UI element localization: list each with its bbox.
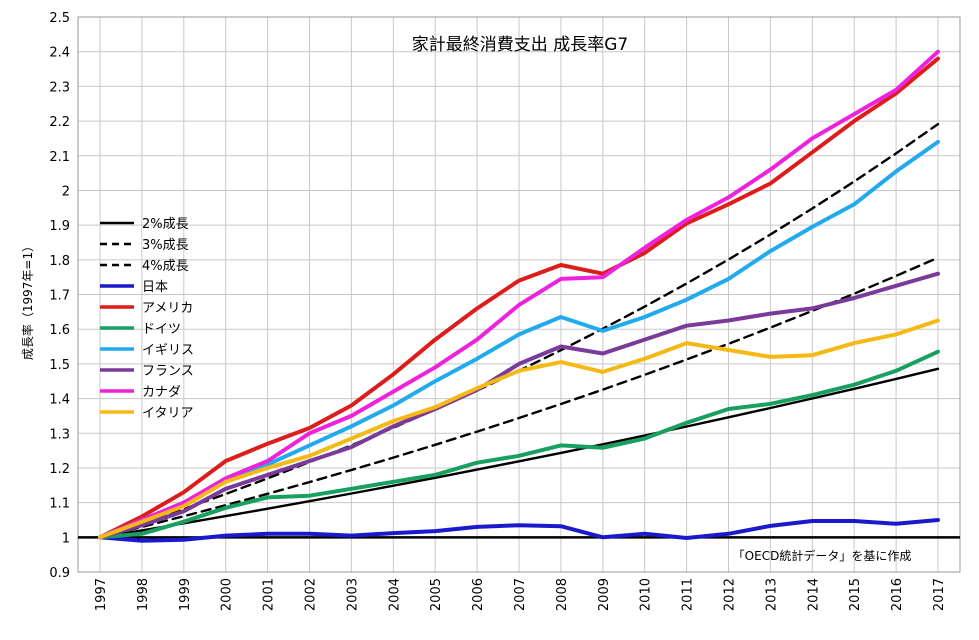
series-line-4: [98, 56, 940, 540]
x-tick-label: 2006: [471, 578, 486, 611]
x-tick-label: 2013: [764, 578, 779, 611]
legend-label-7: フランス: [142, 364, 194, 379]
x-tick-label: 1998: [136, 578, 151, 611]
legend-label-6: イギリス: [142, 343, 194, 358]
x-tick-label: 2003: [345, 578, 360, 611]
y-tick-label: 1.5: [49, 358, 70, 373]
y-tick-label: 1.3: [49, 427, 70, 442]
x-tick-label: 2004: [387, 578, 402, 611]
y-tick-label: 1.2: [49, 462, 70, 477]
x-tick-label: 2005: [429, 578, 444, 611]
y-tick-label: 2.1: [49, 150, 70, 165]
x-tick-label: 2010: [639, 578, 654, 611]
x-tick-label: 2009: [597, 578, 612, 611]
x-tick-label: 2000: [220, 578, 235, 611]
x-tick-label: 2012: [723, 578, 738, 611]
y-tick-label: 2.5: [49, 11, 70, 26]
x-tick-label: 2016: [890, 578, 905, 611]
y-axis-label: 成長率（1997年=1）: [20, 240, 35, 360]
y-tick-label: 1.4: [49, 393, 70, 408]
x-tick-label: 2007: [513, 578, 528, 611]
y-tick-label: 1.1: [49, 497, 70, 512]
legend-label-8: カナダ: [142, 385, 181, 400]
x-tick-label: 1999: [178, 578, 193, 611]
y-tick-label: 2.3: [49, 80, 70, 95]
y-tick-label: 2.4: [49, 46, 70, 61]
series-line-7: [98, 271, 940, 540]
series-layer: [98, 49, 940, 543]
series-line-0: [98, 367, 940, 539]
y-tick-label: 1.6: [49, 323, 70, 338]
legend-label-0: 2%成長: [142, 217, 189, 232]
y-tick-label: 1: [62, 531, 70, 546]
legend-label-9: イタリア: [142, 406, 193, 421]
series-line-1: [98, 256, 940, 539]
y-tick-label: 2: [62, 184, 70, 199]
x-tick-label: 2015: [848, 578, 863, 611]
x-tick-label: 2002: [304, 578, 319, 611]
y-tick-label: 1.9: [49, 219, 70, 234]
chart-title: 家計最終消費支出 成長率G7: [412, 35, 628, 55]
grid-layer: [78, 16, 960, 573]
y-tick-label: 1.7: [49, 289, 70, 304]
x-tick-label: 2001: [262, 578, 277, 611]
y-tick-label: 1.8: [49, 254, 70, 269]
series-line-5: [98, 349, 940, 540]
y-tick-label: 2.2: [49, 115, 70, 130]
legend-label-3: 日本: [142, 280, 168, 295]
x-tick-label: 1997: [94, 578, 109, 611]
plot-frame: [77, 16, 961, 573]
y-tick-label: 0.9: [49, 566, 70, 581]
x-tick-label: 2017: [932, 578, 947, 611]
x-tick-label: 2011: [681, 578, 696, 611]
legend-label-5: ドイツ: [142, 322, 181, 337]
x-tick-label: 2008: [555, 578, 570, 611]
legend-label-1: 3%成長: [142, 238, 189, 253]
legend-label-4: アメリカ: [142, 301, 193, 316]
series-line-9: [98, 318, 940, 540]
x-tick-label: 2014: [806, 578, 821, 611]
source-note: 「OECD統計データ」を基に作成: [733, 548, 912, 563]
series-line-8: [98, 49, 940, 540]
legend-label-2: 4%成長: [142, 259, 189, 274]
series-line-3: [98, 518, 940, 543]
